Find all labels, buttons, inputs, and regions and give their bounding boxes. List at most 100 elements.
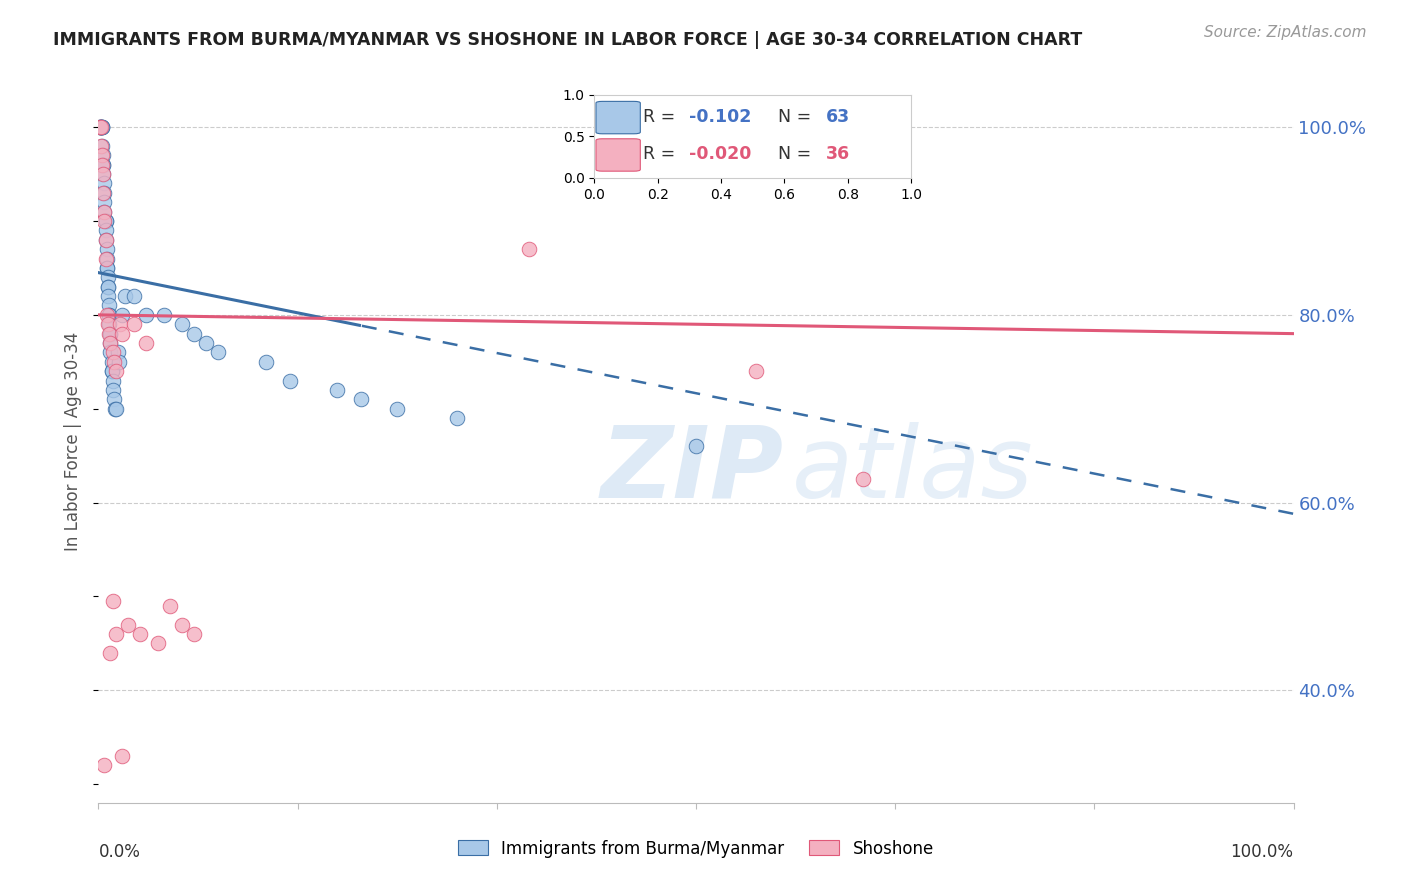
Point (98, 345, 122, 359)
Point (93, 758, 115, 772)
Point (97, 270, 120, 285)
Point (107, 345, 129, 359)
Point (105, 627, 128, 641)
Point (98, 308, 121, 322)
Point (98, 336, 122, 351)
Point (98, 326, 121, 341)
Point (96, 308, 118, 322)
Point (172, 318, 194, 332)
Point (159, 599, 181, 613)
Point (111, 308, 134, 322)
Point (91, 158, 114, 172)
Point (93, 195, 115, 210)
Point (94, 252, 117, 266)
Point (91, 158, 114, 172)
Point (91, 167, 114, 181)
Point (172, 617, 194, 632)
Point (94, 233, 117, 247)
Point (517, 242, 540, 256)
Point (100, 364, 122, 378)
Point (114, 289, 136, 303)
Point (326, 383, 349, 397)
Point (278, 374, 301, 388)
Text: Source: ZipAtlas.com: Source: ZipAtlas.com (1204, 25, 1367, 40)
Point (153, 308, 176, 322)
Point (105, 401, 128, 416)
Point (100, 355, 122, 369)
Point (96, 260, 118, 275)
Point (101, 374, 124, 388)
Text: atlas: atlas (792, 422, 1033, 519)
Point (108, 318, 131, 332)
Text: ZIP: ZIP (600, 422, 783, 519)
Point (94, 223, 117, 237)
Point (91, 120, 114, 135)
Text: IMMIGRANTS FROM BURMA/MYANMAR VS SHOSHONE IN LABOR FORCE | AGE 30-34 CORRELATION: IMMIGRANTS FROM BURMA/MYANMAR VS SHOSHON… (53, 31, 1083, 49)
Point (97, 279, 120, 293)
Point (135, 336, 157, 351)
Point (183, 627, 205, 641)
Point (100, 364, 122, 378)
Point (107, 355, 129, 369)
Point (89, 120, 111, 135)
Legend: Immigrants from Burma/Myanmar, Shoshone: Immigrants from Burma/Myanmar, Shoshone (451, 833, 941, 864)
Point (98, 326, 122, 341)
Point (254, 355, 277, 369)
Point (93, 204, 115, 219)
Point (90, 120, 112, 135)
Point (101, 383, 124, 397)
Point (104, 401, 127, 416)
Y-axis label: In Labor Force | Age 30-34: In Labor Force | Age 30-34 (65, 332, 83, 551)
Point (98, 298, 121, 312)
Point (89, 120, 111, 135)
Point (91, 139, 114, 153)
Point (195, 336, 218, 351)
Point (94, 214, 117, 228)
Point (207, 345, 229, 359)
Point (93, 204, 115, 219)
Point (103, 355, 125, 369)
Point (111, 326, 134, 341)
Point (96, 260, 118, 275)
Point (93, 214, 115, 228)
Point (852, 472, 875, 486)
Point (91, 167, 114, 181)
Point (91, 120, 114, 135)
Point (89, 120, 111, 135)
Point (97, 318, 120, 332)
Point (446, 411, 468, 425)
Point (98, 326, 122, 341)
Point (111, 748, 134, 763)
Point (97, 289, 120, 303)
Point (91, 148, 114, 162)
Point (91, 148, 114, 162)
Point (103, 392, 125, 407)
Point (91, 120, 114, 135)
Point (90, 139, 112, 153)
Point (124, 289, 146, 303)
Point (90, 120, 112, 135)
Text: 0.0%: 0.0% (98, 843, 141, 861)
Point (148, 636, 170, 650)
Point (105, 364, 128, 378)
Point (101, 594, 124, 608)
Point (98, 308, 121, 322)
Point (98, 646, 122, 660)
Point (93, 186, 115, 200)
Point (90, 120, 112, 135)
Point (94, 233, 117, 247)
Point (98, 318, 121, 332)
Point (93, 177, 115, 191)
Point (91, 158, 114, 172)
Point (97, 279, 120, 293)
Point (94, 214, 117, 228)
Point (96, 252, 118, 266)
Point (101, 345, 124, 359)
Point (98, 336, 122, 351)
Point (135, 308, 157, 322)
Point (129, 627, 152, 641)
Point (183, 326, 205, 341)
Point (745, 364, 768, 378)
Point (350, 392, 373, 407)
Point (117, 617, 139, 632)
